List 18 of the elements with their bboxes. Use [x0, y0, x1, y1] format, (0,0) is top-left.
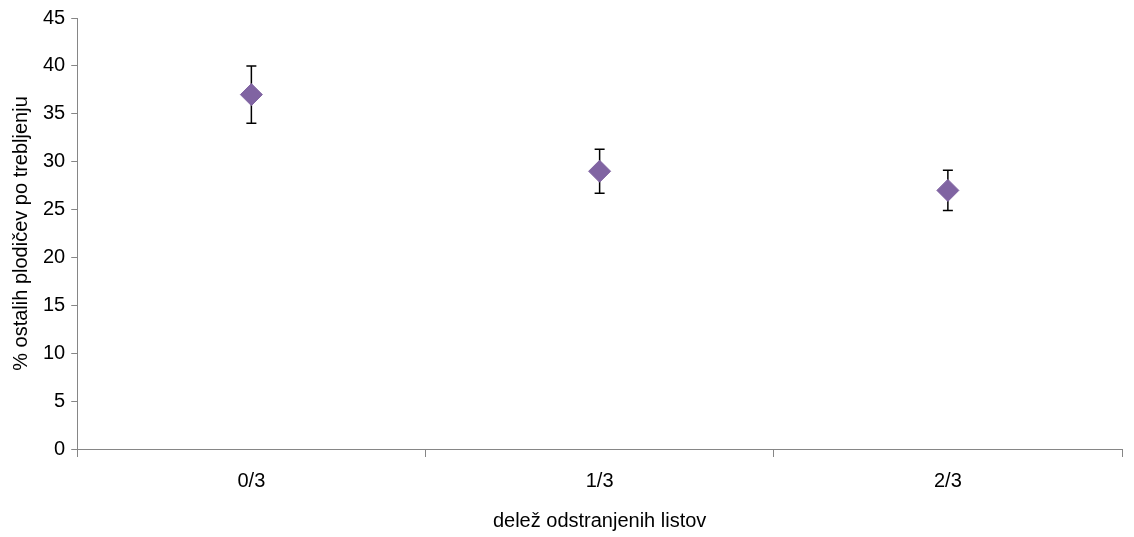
y-tick-label: 15 — [43, 292, 66, 315]
y-axis-title: % ostalih plodičev po trebljenju — [8, 96, 31, 371]
y-tick-label: 30 — [43, 149, 66, 172]
y-tick-label: 35 — [43, 101, 66, 124]
x-tick-label: 1/3 — [585, 468, 614, 491]
y-tick-label: 0 — [54, 436, 66, 459]
point — [239, 83, 263, 107]
y-tick-label: 5 — [54, 388, 66, 411]
y-tick-label: 45 — [43, 5, 66, 28]
x-tick-label: 2/3 — [933, 468, 962, 491]
y-tick-label: 25 — [43, 197, 66, 220]
y-tick-label: 10 — [43, 340, 66, 363]
y-tick-label: 20 — [43, 244, 66, 267]
point — [936, 178, 960, 202]
x-axis-title: delež odstranjenih listov — [492, 508, 707, 531]
x-tick-label: 0/3 — [237, 468, 266, 491]
y-tick-label: 40 — [43, 53, 66, 76]
point — [588, 159, 612, 183]
